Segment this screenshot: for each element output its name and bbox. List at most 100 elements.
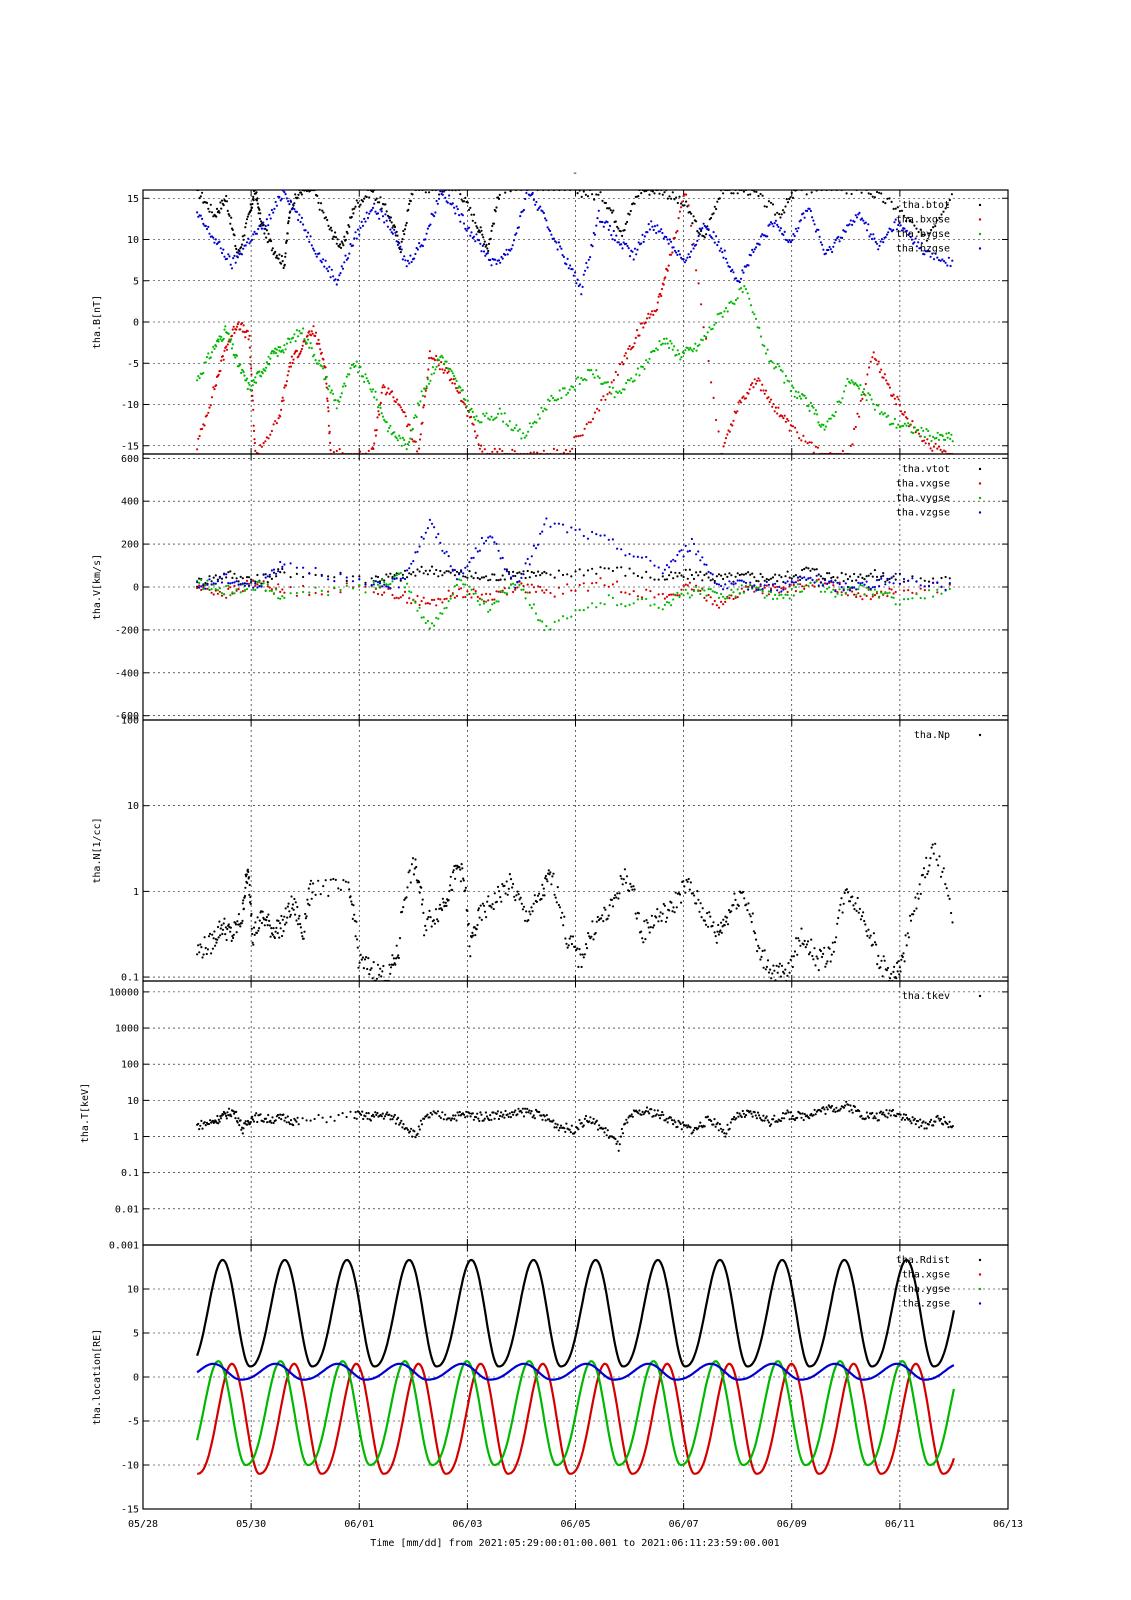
data-point (378, 580, 382, 583)
data-point (744, 1114, 748, 1117)
data-point (823, 582, 827, 585)
data-point (757, 580, 760, 583)
data-point (655, 308, 659, 311)
data-point (325, 382, 328, 385)
data-point (830, 190, 833, 192)
data-point (923, 585, 926, 588)
data-point (697, 282, 700, 285)
data-point (732, 597, 735, 601)
data-point (414, 414, 417, 417)
data-point (734, 190, 737, 192)
data-point (497, 579, 500, 582)
data-point (595, 533, 598, 536)
data-point (430, 598, 434, 602)
data-point (461, 214, 464, 217)
data-point (480, 421, 483, 424)
data-point (709, 579, 712, 582)
data-point (771, 222, 774, 225)
data-point (300, 347, 303, 351)
data-point (439, 569, 442, 573)
data-point (720, 592, 723, 596)
data-point (774, 219, 778, 222)
data-point (670, 240, 673, 243)
data-point (235, 325, 239, 328)
data-point (872, 932, 876, 935)
data-point (948, 587, 951, 591)
data-point (848, 223, 851, 226)
data-point (258, 585, 261, 588)
data-point (823, 590, 827, 593)
data-point (214, 588, 217, 591)
data-point (653, 192, 656, 195)
data-point (592, 938, 595, 941)
data-point (932, 595, 935, 598)
data-point (790, 587, 793, 591)
data-point (483, 1117, 486, 1120)
data-point (670, 1119, 674, 1122)
data-point (722, 603, 725, 606)
data-point (426, 527, 429, 530)
data-point (631, 1115, 634, 1118)
data-point (243, 584, 246, 587)
data-point (258, 217, 261, 220)
data-point (911, 221, 914, 224)
data-point (817, 228, 820, 231)
data-point (624, 881, 628, 884)
data-point (415, 246, 418, 250)
data-point (300, 332, 303, 335)
data-point (888, 591, 891, 594)
data-point (569, 264, 572, 267)
data-point (460, 198, 463, 201)
data-point (406, 443, 409, 446)
data-point (584, 943, 588, 946)
data-point (948, 897, 951, 901)
data-point (882, 574, 885, 578)
data-point (650, 351, 653, 354)
data-point (256, 1120, 259, 1124)
data-point (475, 1116, 478, 1119)
data-point (741, 269, 744, 272)
data-point (395, 437, 398, 440)
data-point (872, 351, 875, 354)
data-point (873, 569, 877, 572)
data-point (446, 371, 449, 374)
data-point (933, 437, 936, 440)
data-point (942, 210, 945, 213)
data-point (531, 1116, 534, 1119)
data-point (279, 590, 282, 594)
data-point (460, 587, 463, 590)
data-point (467, 226, 471, 229)
data-point (272, 1121, 275, 1125)
data-point (254, 582, 257, 585)
data-point (792, 575, 795, 578)
data-point (728, 597, 731, 600)
data-point (401, 910, 404, 914)
data-point (654, 310, 657, 313)
data-point (482, 600, 486, 603)
data-point (485, 243, 488, 246)
data-point (861, 391, 865, 394)
data-point (596, 1128, 600, 1131)
data-point (300, 216, 303, 219)
data-point (642, 1113, 645, 1116)
data-point (832, 575, 835, 579)
data-point (439, 612, 442, 615)
data-point (472, 592, 475, 596)
data-point (846, 585, 850, 589)
data-point (320, 574, 323, 578)
data-point (343, 261, 346, 264)
data-point (403, 586, 407, 589)
data-point (428, 909, 431, 913)
data-point (828, 245, 831, 249)
data-point (360, 1113, 363, 1116)
data-point (327, 406, 330, 409)
data-point (431, 190, 434, 192)
data-point (582, 534, 585, 538)
data-point (766, 348, 769, 351)
data-point (812, 958, 815, 961)
data-point (339, 272, 342, 275)
data-point (250, 578, 253, 581)
data-point (903, 411, 907, 414)
data-point (695, 902, 698, 905)
data-point (824, 252, 828, 255)
